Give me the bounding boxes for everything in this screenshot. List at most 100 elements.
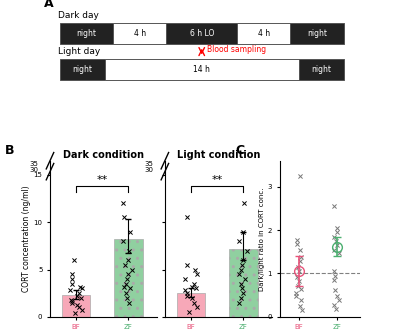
Point (78, 308, 85, 313)
Point (189, 295, 196, 301)
Point (192, 286, 199, 291)
Point (184, 215, 190, 220)
Text: night: night (72, 65, 92, 74)
Point (294, 274, 300, 280)
Point (74, 303, 80, 308)
Point (126, 229, 133, 234)
Point (241, 201, 248, 206)
Point (189, 284, 196, 289)
Point (126, 248, 133, 253)
Point (186, 310, 192, 315)
Point (237, 281, 244, 286)
Point (70, 257, 77, 263)
Title: Light condition: Light condition (177, 150, 260, 160)
Point (121, 262, 128, 267)
Point (126, 300, 132, 305)
Bar (113, 23, 166, 45)
Point (334, 225, 340, 231)
Point (294, 241, 300, 247)
Point (124, 276, 130, 281)
Point (331, 287, 338, 293)
Point (68, 298, 75, 303)
Point (120, 239, 126, 244)
Point (296, 247, 303, 252)
Point (240, 257, 246, 263)
Point (298, 298, 304, 303)
Point (194, 272, 200, 277)
Point (293, 293, 299, 299)
Point (239, 286, 246, 291)
Point (182, 276, 188, 281)
Text: C: C (236, 145, 245, 157)
Point (297, 303, 303, 309)
Point (241, 276, 248, 281)
Point (236, 272, 242, 277)
Text: 30: 30 (144, 167, 153, 173)
Point (79, 286, 85, 291)
Text: night: night (76, 29, 96, 38)
Point (69, 281, 76, 286)
Text: 14 h: 14 h (193, 65, 210, 74)
Text: A: A (44, 0, 54, 10)
Point (69, 276, 75, 281)
Point (240, 290, 247, 296)
Point (129, 267, 135, 272)
Point (295, 264, 301, 270)
Point (120, 284, 127, 289)
Bar (237, 23, 290, 45)
Bar (177, 293, 205, 317)
Text: **: ** (212, 175, 223, 185)
Point (330, 302, 337, 307)
Text: 6 h LO: 6 h LO (190, 29, 214, 38)
Bar (290, 23, 344, 45)
Point (191, 300, 197, 305)
Point (330, 204, 337, 209)
Point (330, 247, 337, 252)
Point (298, 286, 304, 291)
Point (234, 26, 241, 31)
Point (71, 311, 78, 316)
Bar (299, 59, 344, 80)
Point (296, 279, 302, 284)
Point (238, 262, 245, 267)
Y-axis label: CORT concentration (ng/ml): CORT concentration (ng/ml) (22, 185, 30, 292)
Point (294, 283, 301, 288)
Point (331, 234, 338, 239)
Point (69, 272, 75, 277)
Point (76, 305, 82, 310)
Point (333, 306, 340, 312)
Bar (114, 239, 143, 317)
Text: Blood sampling: Blood sampling (207, 45, 266, 54)
Point (297, 173, 304, 179)
Bar (166, 23, 237, 45)
Point (184, 293, 190, 299)
Point (124, 295, 131, 301)
Point (78, 295, 84, 301)
Point (125, 257, 132, 263)
Point (292, 290, 299, 296)
Point (294, 237, 300, 242)
Point (330, 277, 337, 282)
Point (238, 295, 244, 301)
Point (120, 201, 126, 206)
Text: night: night (311, 65, 331, 74)
Point (67, 297, 74, 302)
Point (298, 254, 305, 260)
Point (182, 288, 189, 293)
Point (333, 238, 339, 244)
Point (190, 281, 197, 286)
Point (126, 286, 133, 291)
Point (67, 288, 73, 293)
Point (124, 272, 131, 277)
Point (122, 281, 129, 286)
Point (77, 284, 84, 289)
Point (131, 26, 137, 31)
Bar (60, 23, 113, 45)
Point (332, 273, 339, 278)
Point (296, 269, 302, 274)
Title: Dark condition: Dark condition (63, 150, 144, 160)
Text: 30: 30 (30, 167, 38, 173)
Point (333, 243, 340, 248)
Bar (62, 295, 90, 317)
Point (240, 229, 246, 234)
